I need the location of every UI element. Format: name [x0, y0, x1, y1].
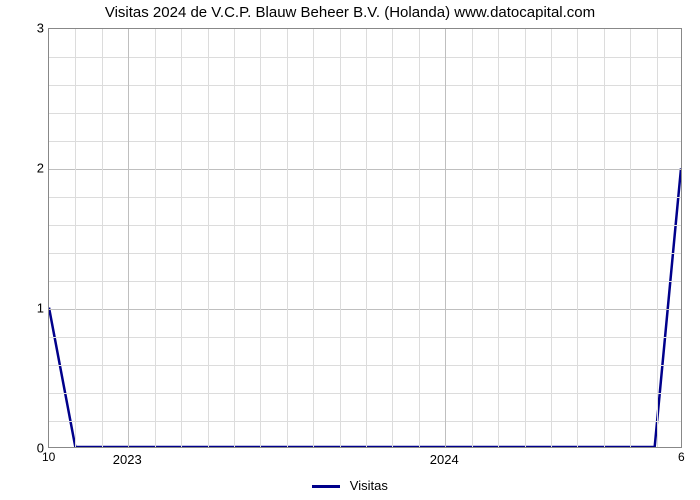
- gridline-v-minor: [657, 29, 658, 447]
- gridline-v-minor: [155, 29, 156, 447]
- legend-label: Visitas: [350, 478, 388, 493]
- gridline-v-minor: [419, 29, 420, 447]
- gridline-v-minor: [366, 29, 367, 447]
- x-tick-label: 2023: [113, 452, 142, 467]
- gridline-v-minor: [604, 29, 605, 447]
- gridline-h-major: [49, 169, 681, 170]
- y-tick-label: 1: [14, 301, 44, 316]
- gridline-v-minor: [287, 29, 288, 447]
- gridline-h-minor: [49, 197, 681, 198]
- chart-container: Visitas 2024 de V.C.P. Blauw Beheer B.V.…: [0, 0, 700, 500]
- gridline-v-minor: [313, 29, 314, 447]
- x-tick-label: 2024: [430, 452, 459, 467]
- plot-area: [48, 28, 682, 448]
- gridline-h-minor: [49, 337, 681, 338]
- gridline-h-minor: [49, 141, 681, 142]
- gridline-v-major: [128, 29, 129, 447]
- legend: Visitas: [0, 478, 700, 493]
- corner-label-bottom-right: 6: [678, 450, 685, 464]
- gridline-v-minor: [340, 29, 341, 447]
- y-tick-label: 2: [14, 161, 44, 176]
- gridline-v-minor: [234, 29, 235, 447]
- gridline-h-minor: [49, 393, 681, 394]
- gridline-h-minor: [49, 57, 681, 58]
- y-tick-label: 0: [14, 441, 44, 456]
- gridline-v-minor: [630, 29, 631, 447]
- gridline-v-minor: [208, 29, 209, 447]
- gridline-v-minor: [577, 29, 578, 447]
- series-line: [49, 168, 681, 447]
- gridline-v-minor: [392, 29, 393, 447]
- gridline-v-minor: [498, 29, 499, 447]
- gridline-h-minor: [49, 421, 681, 422]
- gridline-v-major: [445, 29, 446, 447]
- y-tick-label: 3: [14, 21, 44, 36]
- corner-label-bottom-left: 10: [42, 450, 55, 464]
- gridline-h-minor: [49, 85, 681, 86]
- gridline-h-major: [49, 309, 681, 310]
- legend-swatch: [312, 485, 340, 488]
- gridline-v-minor: [75, 29, 76, 447]
- gridline-h-minor: [49, 281, 681, 282]
- gridline-h-minor: [49, 365, 681, 366]
- gridline-v-minor: [525, 29, 526, 447]
- gridline-v-minor: [551, 29, 552, 447]
- gridline-v-minor: [260, 29, 261, 447]
- chart-title: Visitas 2024 de V.C.P. Blauw Beheer B.V.…: [0, 4, 700, 21]
- gridline-h-minor: [49, 253, 681, 254]
- gridline-v-minor: [102, 29, 103, 447]
- gridline-h-minor: [49, 113, 681, 114]
- line-series: [49, 29, 681, 447]
- gridline-h-minor: [49, 225, 681, 226]
- gridline-v-minor: [472, 29, 473, 447]
- gridline-v-minor: [181, 29, 182, 447]
